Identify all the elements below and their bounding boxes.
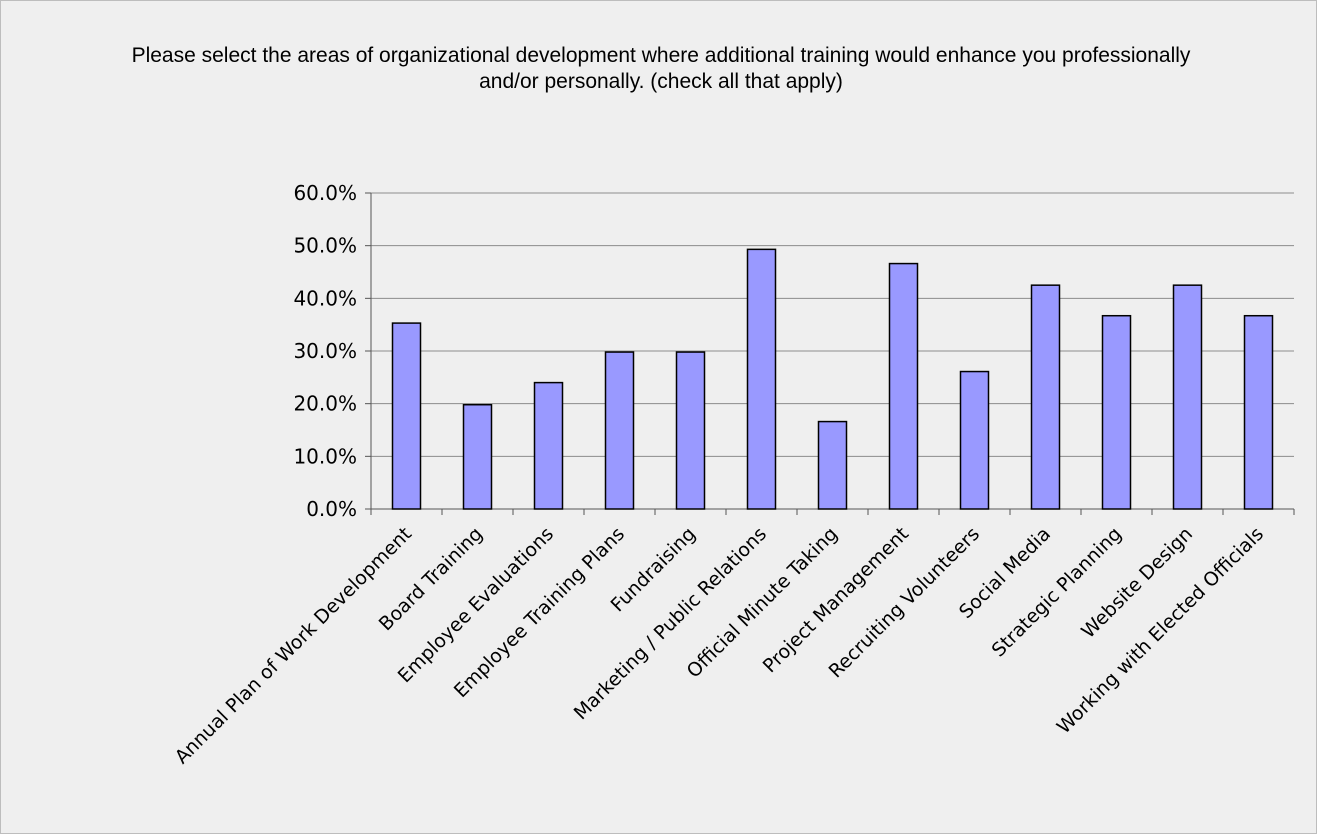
y-tick-label: 0.0% bbox=[306, 497, 357, 521]
bar bbox=[1172, 284, 1203, 510]
chart-title: Please select the areas of organizationa… bbox=[131, 44, 1191, 93]
bar bbox=[675, 351, 706, 510]
bar bbox=[817, 420, 848, 510]
y-tick-label: 60.0% bbox=[293, 181, 357, 205]
y-tick-label: 10.0% bbox=[293, 444, 357, 468]
y-tick-label: 40.0% bbox=[293, 286, 357, 310]
bar bbox=[462, 403, 493, 510]
bar bbox=[959, 370, 990, 510]
x-category-label: Annual Plan of Work Development bbox=[171, 523, 416, 768]
x-category-label: Project Management bbox=[759, 523, 913, 677]
x-category-label: Strategic Planning bbox=[988, 523, 1126, 661]
bar bbox=[604, 351, 635, 510]
y-tick-label: 30.0% bbox=[293, 339, 357, 363]
gridlines bbox=[371, 192, 1294, 457]
y-tick-label: 50.0% bbox=[293, 234, 357, 258]
bars bbox=[391, 248, 1274, 510]
bar bbox=[391, 322, 422, 510]
y-tick-label: 20.0% bbox=[293, 392, 357, 416]
bar bbox=[888, 262, 919, 510]
bar bbox=[1243, 314, 1274, 510]
bar bbox=[746, 248, 777, 510]
bar bbox=[533, 381, 564, 510]
bar bbox=[1101, 314, 1132, 510]
bar bbox=[1030, 284, 1061, 510]
